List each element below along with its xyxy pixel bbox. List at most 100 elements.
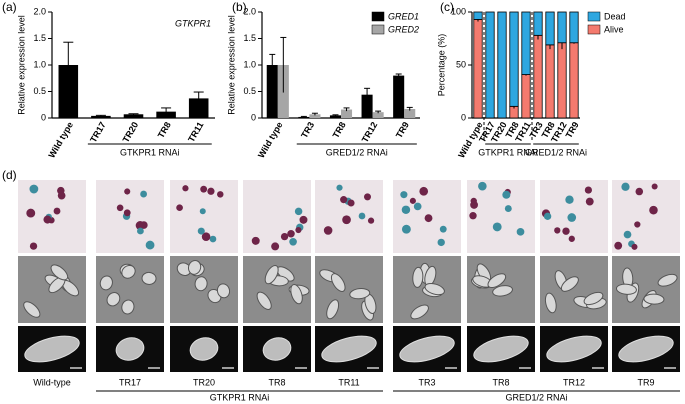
bar-segment <box>533 11 543 36</box>
x-tick-label: Wild type <box>46 120 75 160</box>
pollen-grain <box>24 335 80 363</box>
bar-segment <box>569 42 579 119</box>
pollen-grain <box>187 259 202 275</box>
pollen-dot <box>635 187 644 196</box>
bar-segment <box>545 44 555 119</box>
legend-label: Alive <box>604 24 624 34</box>
pollen-grain <box>121 299 135 315</box>
pollen-dot <box>116 204 124 212</box>
pollen-dot <box>554 227 561 234</box>
pollen-dot <box>294 207 303 216</box>
pollen-dot <box>623 230 632 239</box>
pollen-dot <box>199 208 206 215</box>
y-tick-label: 1.0 <box>33 59 46 69</box>
bar <box>404 108 416 118</box>
error-bar <box>364 87 371 102</box>
pollen-dot <box>543 212 552 220</box>
bar-segment <box>473 11 483 20</box>
x-tick-label: TR8 <box>331 120 348 140</box>
sem-image <box>540 256 608 323</box>
bar-segment <box>509 11 519 107</box>
micrograph-column <box>315 180 383 372</box>
pollen-grain <box>326 299 340 320</box>
y-tick-label: 50 <box>456 59 466 69</box>
pollen-grain <box>492 285 513 297</box>
group-label: GTKPR1 RNAi <box>478 147 538 157</box>
pollen-dot <box>621 182 630 191</box>
y-tick-label: 1.5 <box>33 33 46 43</box>
pollen-grain <box>23 301 41 318</box>
bar <box>309 114 321 118</box>
x-tick-label: TR3 <box>299 120 316 140</box>
y-tick-label: 0 <box>251 112 256 122</box>
legend-label: Dead <box>604 11 626 21</box>
pollen-dot <box>584 186 592 194</box>
pollen-dot <box>197 227 205 235</box>
error-bar <box>269 53 276 76</box>
micrograph-column <box>393 180 461 372</box>
legend-swatch <box>587 11 601 22</box>
group-label: GRED1/2 RNAi <box>525 147 587 157</box>
pollen-dot <box>651 183 658 190</box>
micrograph-column <box>612 180 680 372</box>
pollen-dot <box>140 190 148 198</box>
pollen-grain <box>99 275 113 291</box>
pollen-dot <box>176 204 183 212</box>
error-bar <box>332 114 339 116</box>
pollen-dot <box>400 191 408 199</box>
pollen-dot <box>123 209 131 217</box>
y-tick-label: 0.5 <box>33 86 46 96</box>
y-tick-label: 100 <box>451 6 466 16</box>
error-bar <box>128 113 139 115</box>
pollen-grain <box>50 264 69 281</box>
pollen-dot <box>401 224 411 234</box>
error-bar <box>375 110 382 114</box>
pollen-dot <box>437 238 445 247</box>
micrograph-column <box>467 180 535 372</box>
sample-label: TR3 <box>418 377 435 387</box>
pollen-dot <box>140 221 148 229</box>
pollen-dot <box>340 196 348 204</box>
pollen-grain <box>399 335 455 363</box>
x-tick-label: TR11 <box>186 120 205 144</box>
x-tick-label: TR12 <box>360 120 380 144</box>
pollen-dot <box>347 199 355 207</box>
error-bar <box>63 41 74 88</box>
pollen-dot <box>299 215 308 224</box>
pollen-dot <box>323 226 333 235</box>
pollen-dot <box>342 215 351 225</box>
legend-swatch <box>587 24 601 35</box>
micrograph-column <box>540 180 608 372</box>
pollen-dot <box>631 243 638 250</box>
pollen-dot <box>409 197 416 204</box>
pollen-dot <box>614 241 623 250</box>
micrograph-column <box>18 180 86 372</box>
error-bar <box>161 107 172 116</box>
panel-label: (c) <box>440 0 454 14</box>
x-tick-label: Wild type <box>256 120 285 160</box>
bar-segment <box>557 11 567 44</box>
group-label: GRED1/2 RNAi <box>505 392 567 402</box>
pollen-grain <box>330 273 346 292</box>
pollen-dot <box>182 185 189 192</box>
pollen-dot <box>53 207 61 215</box>
bar-segment <box>497 11 507 119</box>
y-tick-label: 2.0 <box>33 6 46 16</box>
pollen-dot <box>649 205 658 215</box>
x-tick-label: TR8 <box>156 120 173 140</box>
pollen-grain <box>643 293 665 305</box>
bar <box>188 98 209 118</box>
pollen-dot <box>502 190 511 199</box>
x-tick-label: TR9 <box>564 120 581 140</box>
micrograph-column <box>96 180 164 372</box>
pollen-dot <box>29 242 38 250</box>
pollen-grain <box>121 264 136 279</box>
pollen-grain <box>256 291 272 310</box>
pollen-grain <box>618 335 674 363</box>
bar <box>329 115 341 118</box>
pollen-dot <box>562 227 570 235</box>
bar <box>361 94 373 118</box>
pollen-dot <box>424 214 433 223</box>
pollen-dot <box>492 222 502 232</box>
pollen-grain <box>560 276 579 292</box>
